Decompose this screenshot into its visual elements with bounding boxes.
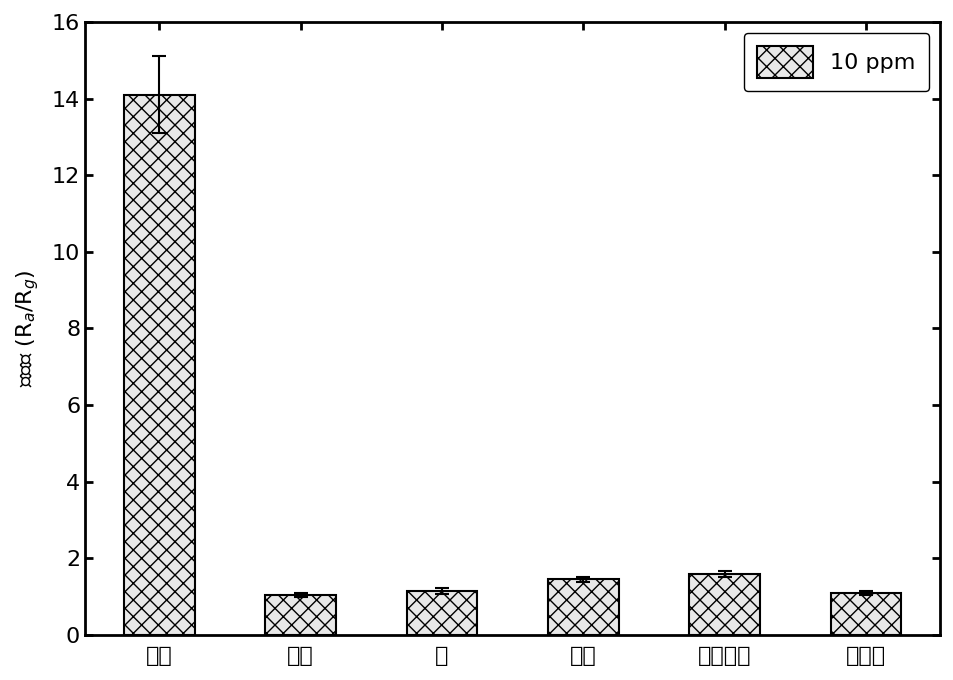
Bar (688, 574, 760, 635)
Bar (547, 579, 618, 635)
Bar (830, 593, 901, 635)
Bar (124, 95, 194, 635)
Legend: 10 ppm: 10 ppm (742, 33, 928, 91)
Bar (265, 595, 335, 635)
Bar (406, 591, 476, 635)
Y-axis label: 响应値 (R$_a$/R$_g$): 响应値 (R$_a$/R$_g$) (14, 270, 41, 387)
